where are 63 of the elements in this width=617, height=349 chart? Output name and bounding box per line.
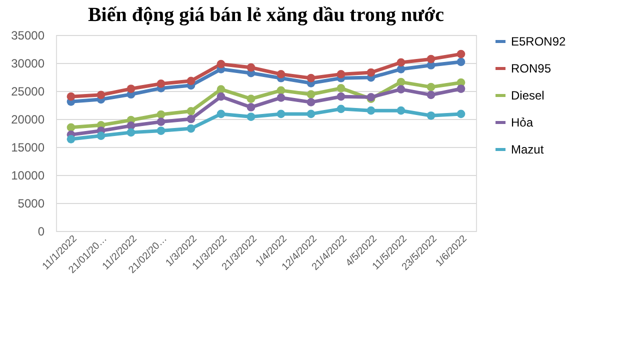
point (276, 110, 286, 118)
point (276, 70, 286, 78)
point (426, 111, 436, 120)
point (246, 103, 256, 112)
legend-label: E5RON92 (511, 34, 566, 48)
point (96, 90, 106, 100)
point (426, 54, 436, 64)
point (96, 132, 106, 140)
point (306, 98, 316, 106)
point (216, 60, 226, 68)
point (336, 70, 346, 78)
point (156, 80, 166, 88)
point (126, 128, 136, 137)
point (276, 94, 286, 102)
y-tick-label: 0 (38, 224, 45, 238)
point (246, 94, 256, 104)
point (456, 84, 466, 93)
point (396, 85, 406, 94)
point (336, 104, 346, 114)
point (426, 90, 436, 100)
chart-title: Biến động giá bán lẻ xăng dầu trong nước (88, 4, 444, 26)
point (186, 114, 196, 124)
point (156, 126, 166, 135)
point (126, 84, 136, 93)
legend-label: Mazut (511, 142, 544, 156)
point (156, 110, 166, 119)
point (396, 58, 406, 67)
point (306, 90, 316, 99)
point (186, 76, 196, 86)
legend-label: Hỏa (511, 116, 534, 130)
point (366, 106, 376, 115)
legend-label: RON95 (511, 62, 552, 76)
point (426, 82, 436, 92)
point (66, 123, 76, 132)
y-tick-label: 20000 (11, 112, 45, 126)
point (336, 84, 346, 92)
point (276, 86, 286, 95)
y-tick-label: 30000 (11, 56, 45, 70)
point (216, 110, 226, 118)
point (396, 106, 406, 115)
point (66, 92, 76, 101)
y-tick-label: 25000 (11, 84, 45, 98)
point (396, 78, 406, 86)
y-tick-label: 35000 (11, 28, 45, 42)
point (156, 118, 166, 126)
y-tick-label: 15000 (11, 140, 45, 154)
point (306, 110, 316, 118)
point (336, 92, 346, 101)
point (216, 85, 226, 94)
point (186, 106, 196, 116)
point (456, 110, 466, 118)
point (366, 68, 376, 77)
point (216, 92, 226, 101)
point (306, 74, 316, 82)
point (246, 63, 256, 72)
point (66, 134, 76, 144)
legend-label: Diesel (511, 88, 544, 102)
point (186, 124, 196, 133)
point (456, 58, 466, 66)
point (456, 50, 466, 58)
y-tick-label: 5000 (18, 196, 45, 210)
y-tick-label: 10000 (11, 168, 45, 182)
point (246, 112, 256, 121)
